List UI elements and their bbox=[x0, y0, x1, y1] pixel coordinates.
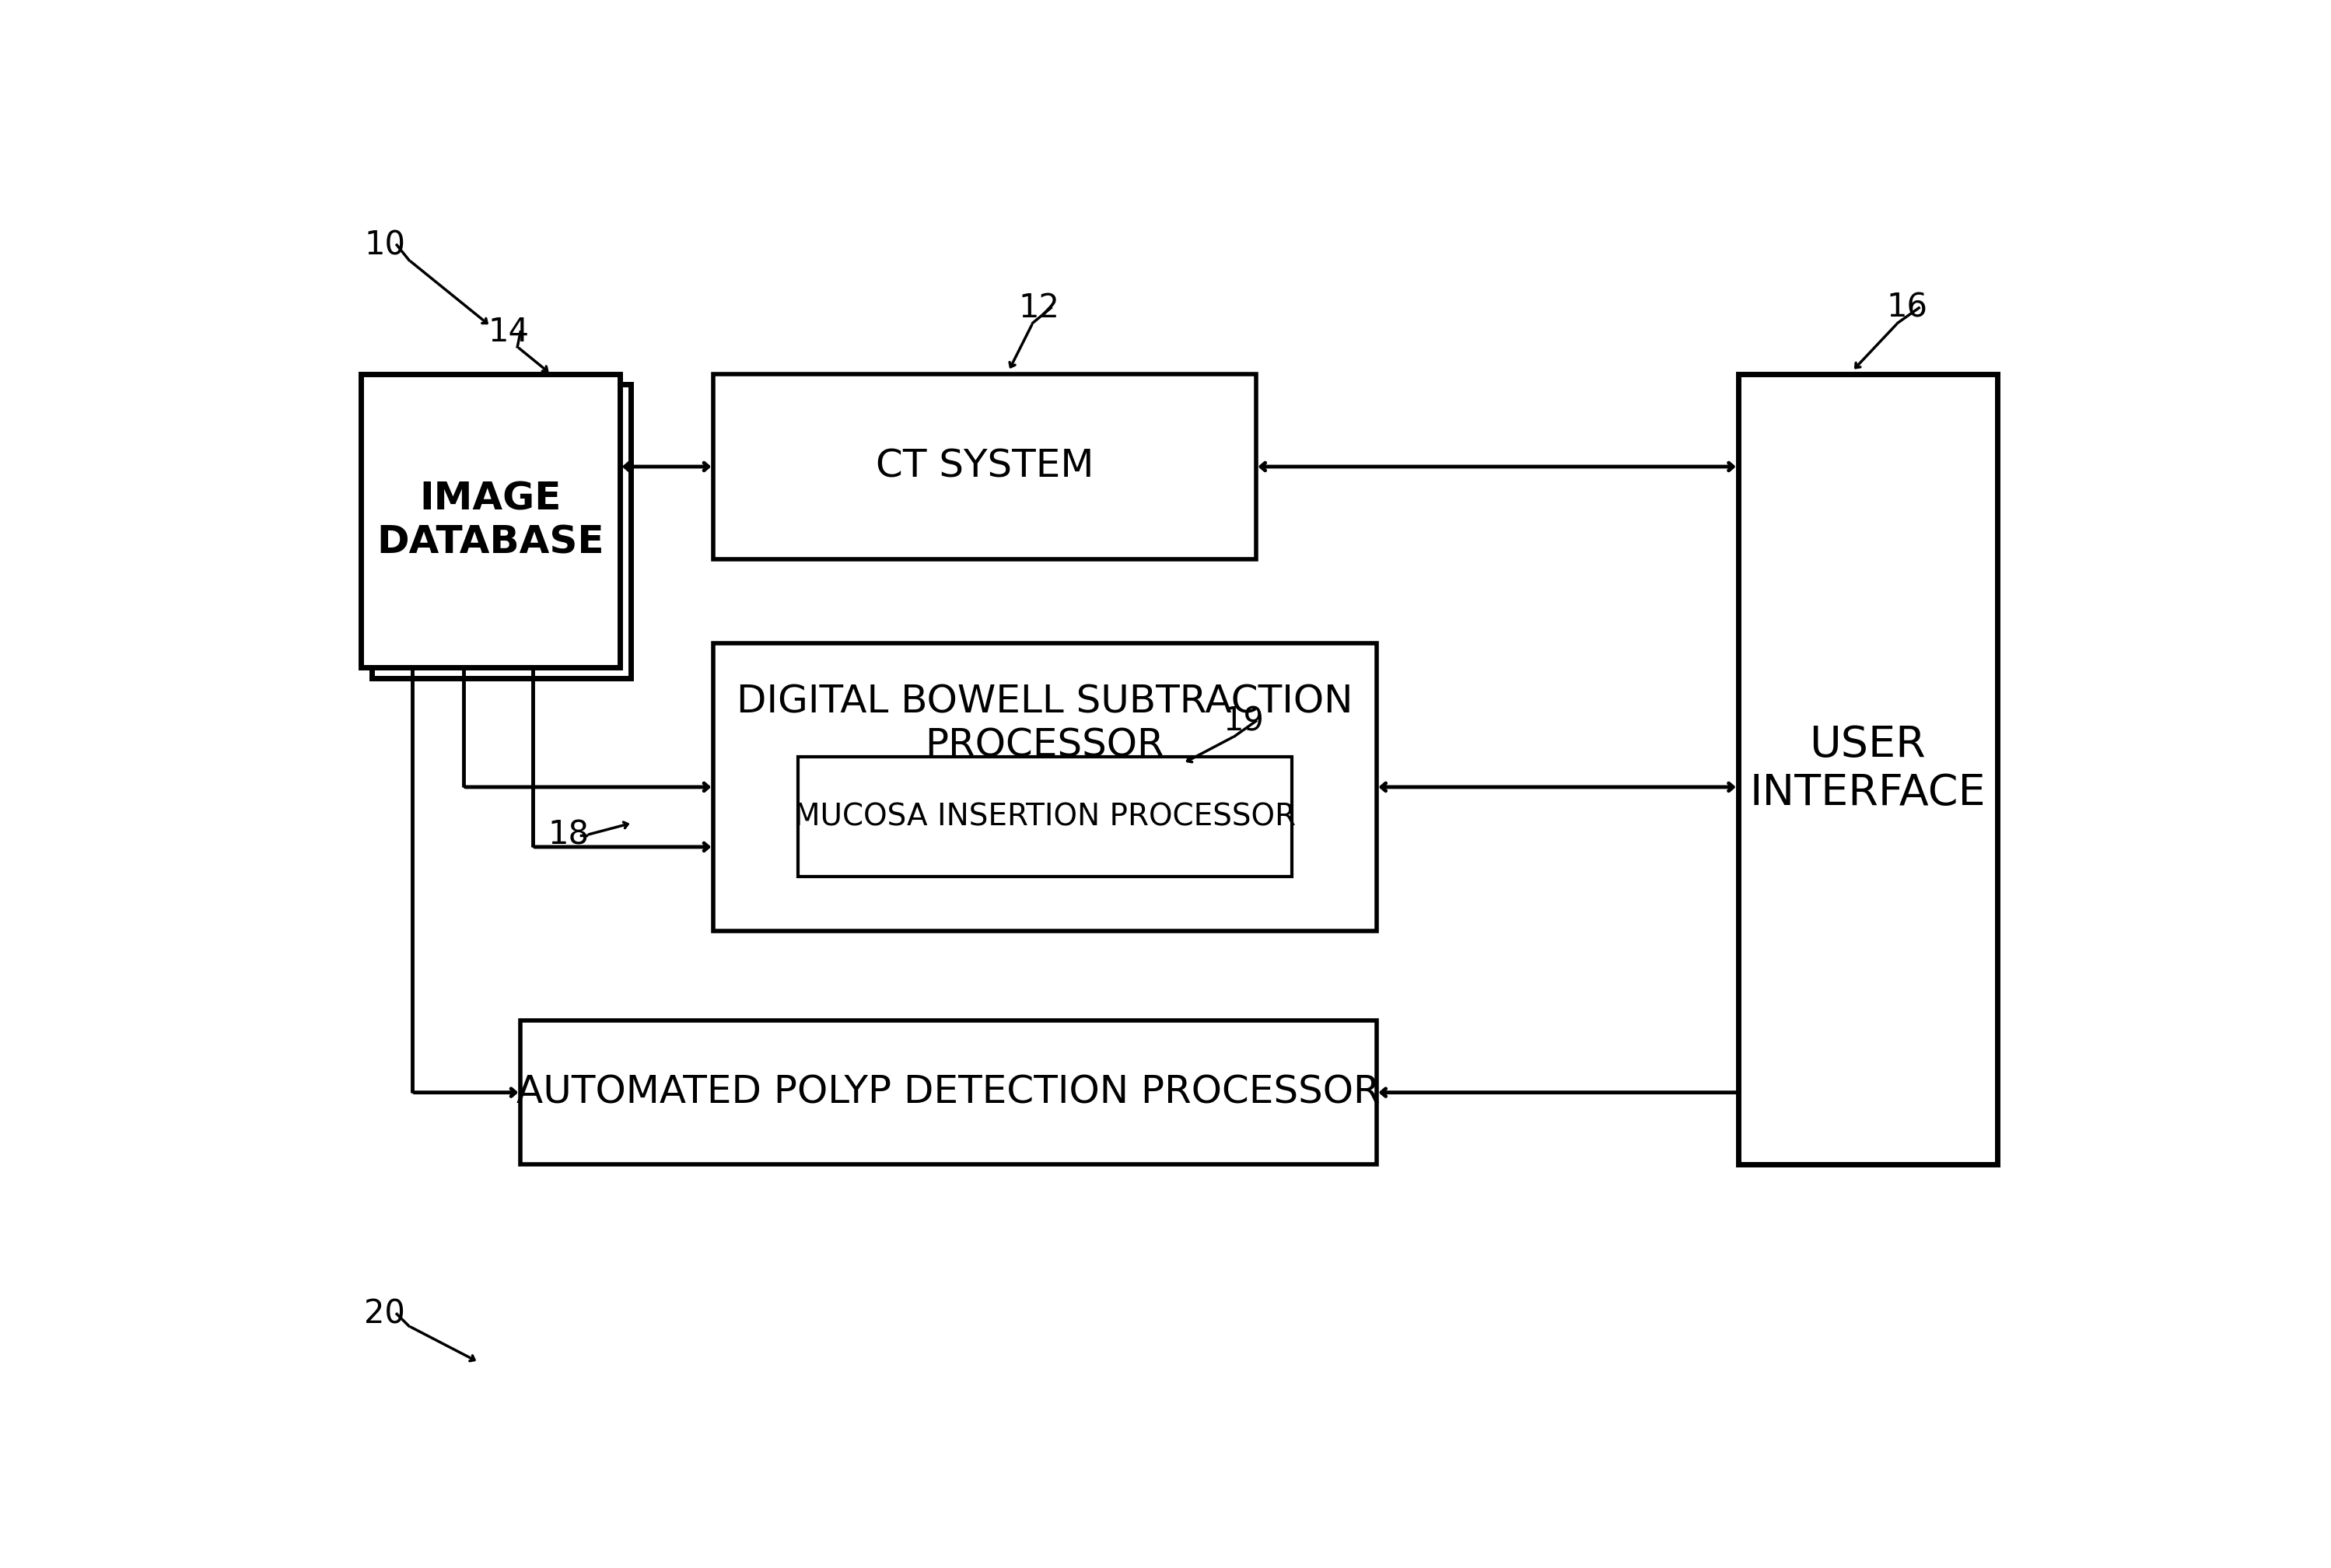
Text: 10: 10 bbox=[364, 229, 406, 262]
Text: CT SYSTEM: CT SYSTEM bbox=[876, 448, 1093, 486]
Text: MUCOSA INSERTION PROCESSOR: MUCOSA INSERTION PROCESSOR bbox=[795, 803, 1296, 831]
Bar bbox=[520, 1021, 1375, 1165]
Text: 14: 14 bbox=[487, 315, 529, 348]
Bar bbox=[713, 373, 1256, 560]
Text: 18: 18 bbox=[548, 818, 590, 851]
Text: USER
INTERFACE: USER INTERFACE bbox=[1751, 724, 1986, 814]
Bar bbox=[713, 643, 1375, 931]
Text: IMAGE
DATABASE: IMAGE DATABASE bbox=[378, 480, 604, 561]
Text: 12: 12 bbox=[1019, 292, 1058, 325]
Bar bbox=[797, 757, 1291, 877]
Bar bbox=[361, 373, 620, 668]
Text: 16: 16 bbox=[1886, 292, 1928, 325]
Text: AUTOMATED POLYP DETECTION PROCESSOR: AUTOMATED POLYP DETECTION PROCESSOR bbox=[517, 1074, 1380, 1112]
Bar bbox=[371, 384, 632, 677]
Text: 19: 19 bbox=[1224, 706, 1263, 737]
Bar bbox=[1739, 373, 1998, 1165]
Text: DIGITAL BOWELL SUBTRACTION
PROCESSOR: DIGITAL BOWELL SUBTRACTION PROCESSOR bbox=[737, 684, 1352, 764]
Text: 20: 20 bbox=[364, 1298, 406, 1330]
